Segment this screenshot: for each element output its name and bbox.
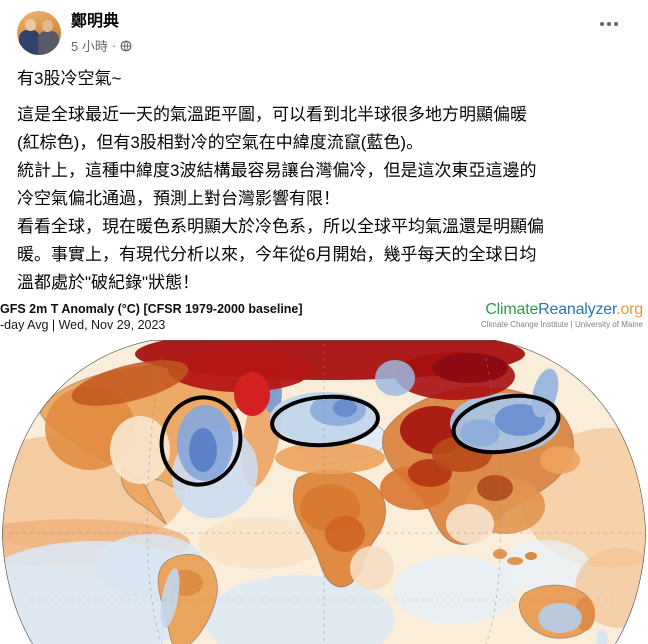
brand-institute: Climate Change Institute | University of… (480, 320, 643, 329)
profile-photo[interactable] (17, 11, 61, 55)
header-meta: 鄭明典 5 小時 · (71, 11, 132, 55)
dot-icon (600, 22, 604, 26)
post-paragraph: 看看全球，現在暖色系明顯大於冷色系，所以全球平均氣溫還是明顯偏 暖。事實上，有現… (17, 217, 544, 292)
anomaly-map (2, 340, 646, 644)
brand-reanalyzer: Reanalyzer (538, 301, 617, 318)
post-header: 鄭明典 5 小時 · (0, 0, 648, 55)
post-meta-row: 5 小時 · (71, 36, 132, 55)
brand-climate: Climate (485, 301, 539, 318)
post-paragraph: 統計上，這種中緯度3波結構最容易讓台灣偏冷，但是這次東亞這邊的 冷空氣偏北通過，… (17, 161, 537, 208)
brand-wordmark: ClimateReanalyzer.org (481, 301, 643, 319)
avatar-head-left (25, 19, 36, 31)
cold-air-annotation-ellipse-asia (451, 393, 561, 455)
cold-air-annotation-ellipse-america (159, 395, 243, 487)
map-title: GFS 2m T Anomaly (°C) [CFSR 1979-2000 ba… (0, 302, 303, 316)
map-subtitle: -day Avg | Wed, Nov 29, 2023 (0, 318, 166, 332)
brand-org: .org (616, 301, 643, 318)
graticule (2, 344, 646, 644)
dot-icon (607, 22, 611, 26)
dot-icon (614, 22, 618, 26)
author-name[interactable]: 鄭明典 (71, 13, 120, 30)
map-header: GFS 2m T Anomaly (°C) [CFSR 1979-2000 ba… (0, 301, 648, 338)
more-options-button[interactable] (598, 16, 620, 32)
climate-reanalyzer-logo: ClimateReanalyzer.org Climate Change Ins… (481, 301, 643, 329)
post-text: 有3股冷空氣~ 這是全球最近一天的氣溫距平圖，可以看到北半球很多地方明顯偏暖 (… (0, 65, 648, 297)
avatar-figure-left (19, 30, 40, 55)
cold-air-annotation-ellipse-europe (270, 394, 380, 448)
avatar-figure-right (38, 31, 59, 55)
post-paragraph: 有3股冷空氣~ (17, 69, 122, 88)
globe-icon (120, 40, 132, 52)
post-image[interactable]: GFS 2m T Anomaly (°C) [CFSR 1979-2000 ba… (0, 301, 648, 644)
post-paragraph: 這是全球最近一天的氣溫距平圖，可以看到北半球很多地方明顯偏暖 (紅棕色)，但有3… (17, 105, 527, 152)
meta-separator: · (111, 38, 117, 53)
post-timestamp[interactable]: 5 小時 (71, 39, 108, 54)
avatar-head-right (42, 20, 53, 32)
